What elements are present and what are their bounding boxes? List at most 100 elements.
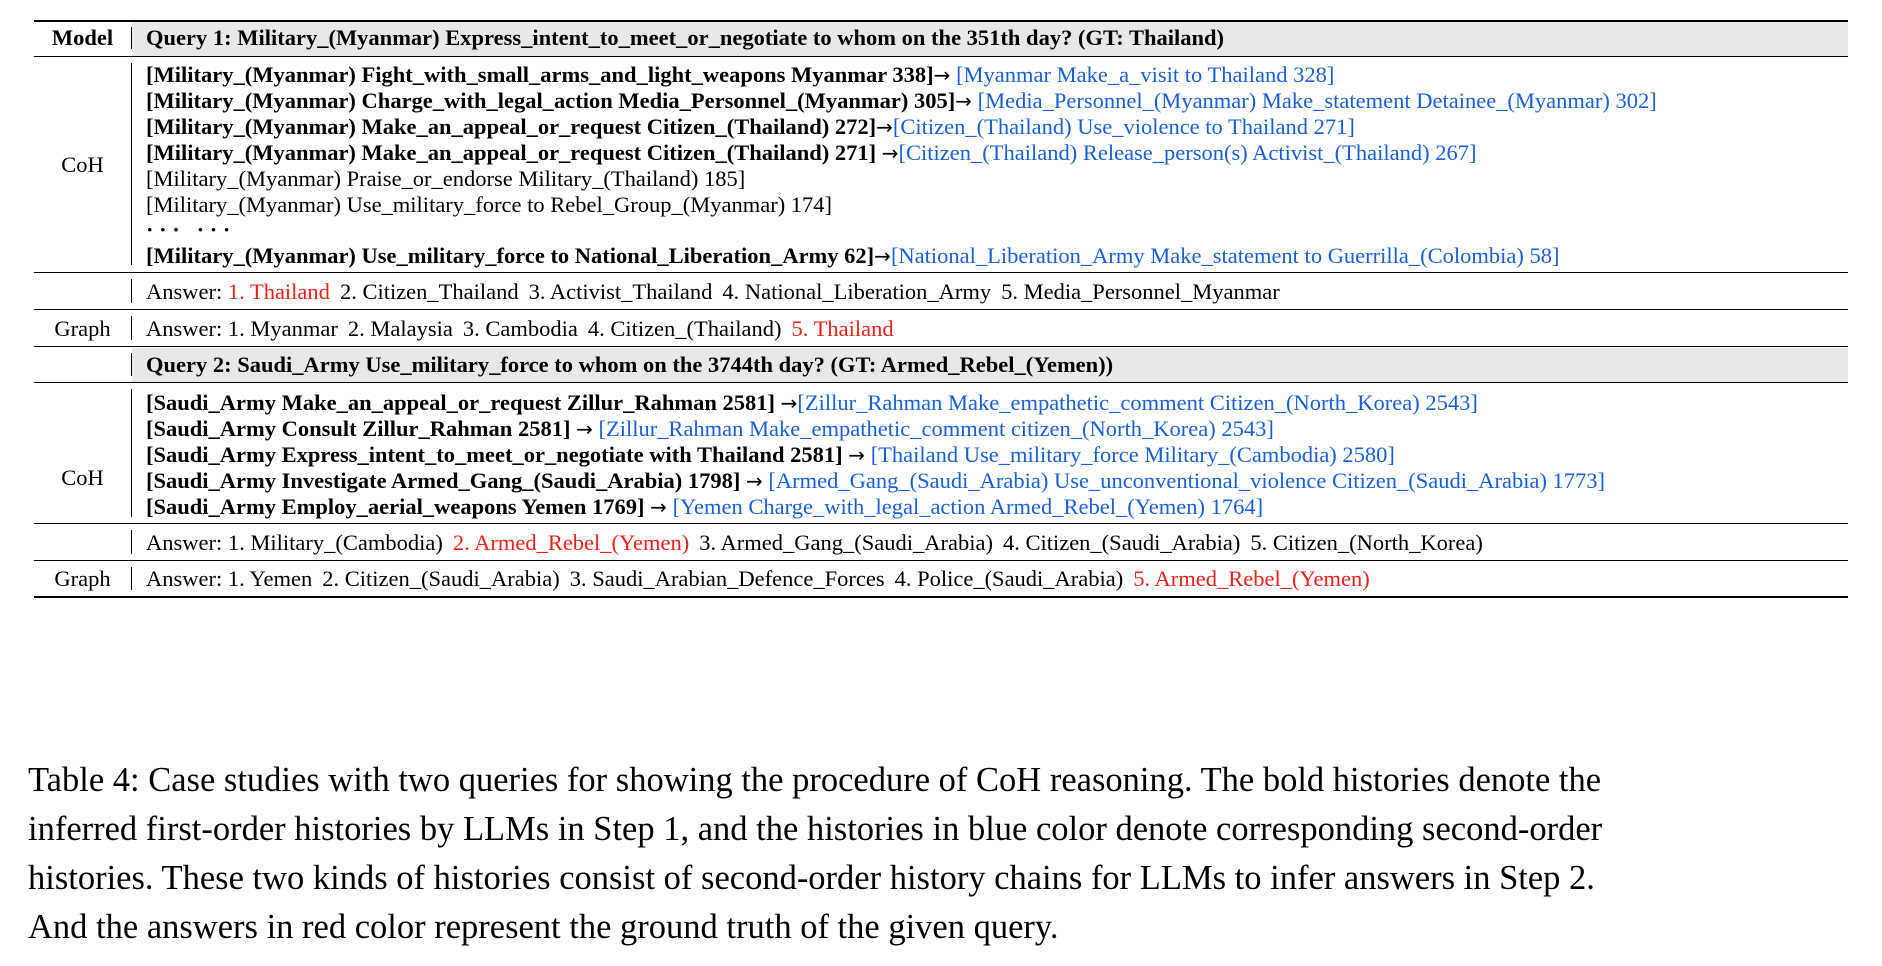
answer-item: 4. Citizen_(Saudi_Arabia)	[1002, 530, 1241, 555]
first-order-history: [Saudi_Army Investigate Armed_Gang_(Saud…	[146, 468, 741, 493]
answer-item: 5. Thailand	[791, 316, 894, 341]
q1-history-row: [Military_(Myanmar) Fight_with_small_arm…	[146, 61, 1334, 89]
answer-item: 2. Malaysia	[347, 316, 453, 341]
top-rule	[34, 20, 1848, 22]
col-separator	[131, 63, 132, 265]
answer-item: 3. Armed_Gang_(Saudi_Arabia)	[699, 530, 993, 555]
caption-line: Table 4: Case studies with two queries f…	[28, 761, 1602, 799]
arrow: →	[955, 89, 972, 113]
answer-label: Answer:	[146, 316, 223, 341]
answer-label: Answer:	[146, 530, 223, 555]
q1-history-row: [Military_(Myanmar) Make_an_appeal_or_re…	[146, 139, 1476, 167]
answer-item: 4. National_Liberation_Army	[722, 279, 992, 304]
col-separator	[131, 530, 132, 554]
bottom-rule	[34, 596, 1848, 598]
q2-header-bg	[132, 348, 1848, 382]
caption-line: histories. These two kinds of histories …	[28, 859, 1595, 897]
col-separator	[131, 567, 132, 590]
q1-plain-history: [Military_(Myanmar) Praise_or_endorse Mi…	[146, 166, 746, 191]
first-order-history: [Military_(Myanmar) Make_an_appeal_or_re…	[146, 140, 877, 165]
caption-line: inferred first-order histories by LLMs i…	[28, 810, 1603, 848]
answer-item: 5. Armed_Rebel_(Yemen)	[1133, 566, 1370, 591]
q2-history-row: [Saudi_Army Consult Zillur_Rahman 2581] …	[146, 415, 1274, 443]
arrow: →	[650, 495, 667, 519]
answer-item: 3. Saudi_Arabian_Defence_Forces	[569, 566, 885, 591]
q2-history-row: [Saudi_Army Investigate Armed_Gang_(Saud…	[146, 467, 1605, 495]
answer-label: Answer:	[146, 279, 223, 304]
second-order-history: [Myanmar Make_a_visit to Thailand 328]	[956, 62, 1335, 87]
first-order-history: [Military_(Myanmar) Make_an_appeal_or_re…	[146, 114, 877, 139]
answer-item: 1. Military_(Cambodia)	[227, 530, 443, 555]
q2-history-row: [Saudi_Army Employ_aerial_weapons Yemen …	[146, 493, 1263, 521]
query1-title: Query 1: Military_(Myanmar) Express_inte…	[146, 25, 1225, 50]
answer-item: 1. Thailand	[227, 279, 330, 304]
first-order-history: [Military_(Myanmar) Use_military_force t…	[146, 243, 875, 268]
arrow: →	[848, 443, 866, 467]
table-caption: Table 4: Case studies with two queries f…	[28, 756, 1868, 952]
q1-history-row: [Military_(Myanmar) Make_an_appeal_or_re…	[146, 113, 1355, 141]
caption-line: And the answers in red color represent t…	[28, 908, 1059, 946]
second-order-history: [Zillur_Rahman Make_empathetic_comment C…	[797, 390, 1478, 415]
col-separator	[131, 279, 132, 303]
q2-history-row: [Saudi_Army Express_intent_to_meet_or_ne…	[146, 441, 1395, 469]
arrow: →	[874, 244, 891, 268]
second-order-history: [Zillur_Rahman Make_empathetic_comment c…	[598, 416, 1274, 441]
second-order-history: [Thailand Use_military_force Military_(C…	[870, 442, 1395, 467]
q2-answer-rule	[34, 560, 1848, 561]
q1-coh-rule	[34, 272, 1848, 273]
answer-item: 1. Yemen	[227, 566, 313, 591]
q1-graph-rule	[34, 346, 1848, 347]
first-order-history: [Military_(Myanmar) Charge_with_legal_ac…	[146, 88, 956, 113]
answer-item: 1. Myanmar	[227, 316, 338, 341]
q1-graph-answer: Answer: 1. Myanmar 2. Malaysia 3. Cambodia…	[146, 315, 894, 343]
col-separator	[131, 316, 132, 340]
q2-history-row: [Saudi_Army Make_an_appeal_or_request Zi…	[146, 389, 1478, 417]
answer-label: Answer:	[146, 566, 223, 591]
model-column-header: Model	[51, 25, 114, 50]
case-study-table: Model Query 1: Military_(Myanmar) Expres…	[34, 20, 1848, 724]
answer-item: 4. Police_(Saudi_Arabia)	[894, 566, 1124, 591]
q2-graph-label: Graph	[54, 566, 111, 591]
first-order-history: [Military_(Myanmar) Fight_with_small_arm…	[146, 62, 934, 87]
second-order-history: [Citizen_(Thailand) Release_person(s) Ac…	[898, 140, 1477, 165]
col-separator	[131, 389, 132, 517]
col-separator	[131, 353, 132, 376]
answer-item: 2. Citizen_Thailand	[339, 279, 519, 304]
q2-graph-answer: Answer: 1. Yemen 2. Citizen_(Saudi_Arabia…	[146, 565, 1370, 593]
first-order-history: [Saudi_Army Make_an_appeal_or_request Zi…	[146, 390, 775, 415]
q1-answer-rule	[34, 309, 1848, 310]
first-order-history: [Saudi_Army Employ_aerial_weapons Yemen …	[146, 494, 645, 519]
answer-item: 4. Citizen_(Thailand)	[587, 316, 782, 341]
first-order-history: [Saudi_Army Consult Zillur_Rahman 2581]	[146, 416, 571, 441]
arrow: →	[876, 115, 893, 139]
arrow: →	[576, 417, 593, 441]
first-order-history: [Saudi_Army Express_intent_to_meet_or_ne…	[146, 442, 843, 467]
answer-item: 5. Citizen_(North_Korea)	[1250, 530, 1483, 555]
q1-coh-answer: Answer: 1. Thailand 2. Citizen_Thailand 3.…	[146, 278, 1280, 306]
q1-coh-label: CoH	[61, 152, 104, 177]
col-separator	[131, 27, 132, 49]
arrow: →	[881, 141, 899, 165]
answer-item: 3. Activist_Thailand	[528, 279, 713, 304]
answer-item: 2. Citizen_(Saudi_Arabia)	[322, 566, 560, 591]
header-rule	[34, 56, 1848, 57]
q1-graph-label: Graph	[54, 316, 111, 341]
q1-plain-history: [Military_(Myanmar) Use_military_force t…	[146, 192, 833, 217]
arrow: →	[746, 469, 763, 493]
q2-coh-rule	[34, 523, 1848, 524]
q1-ellipsis: · · · · · ·	[146, 217, 231, 242]
q1-history-row: [Military_(Myanmar) Charge_with_legal_ac…	[146, 87, 1657, 115]
answer-item: 2. Armed_Rebel_(Yemen)	[452, 530, 690, 555]
answer-item: 5. Media_Personnel_Myanmar	[1001, 279, 1280, 304]
arrow: →	[780, 391, 798, 415]
q2-coh-answer: Answer: 1. Military_(Cambodia) 2. Armed_R…	[146, 529, 1483, 557]
q1-history-row: [Military_(Myanmar) Use_military_force t…	[146, 242, 1560, 270]
q1-header-bg	[132, 22, 1848, 56]
q2-header-rule	[34, 382, 1848, 383]
second-order-history: [Yemen Charge_with_legal_action Armed_Re…	[672, 494, 1264, 519]
answer-item: 3. Cambodia	[462, 316, 578, 341]
q2-coh-label: CoH	[61, 465, 104, 490]
second-order-history: [National_Liberation_Army Make_statement…	[890, 243, 1560, 268]
arrow: →	[933, 63, 951, 87]
second-order-history: [Armed_Gang_(Saudi_Arabia) Use_unconvent…	[768, 468, 1606, 493]
